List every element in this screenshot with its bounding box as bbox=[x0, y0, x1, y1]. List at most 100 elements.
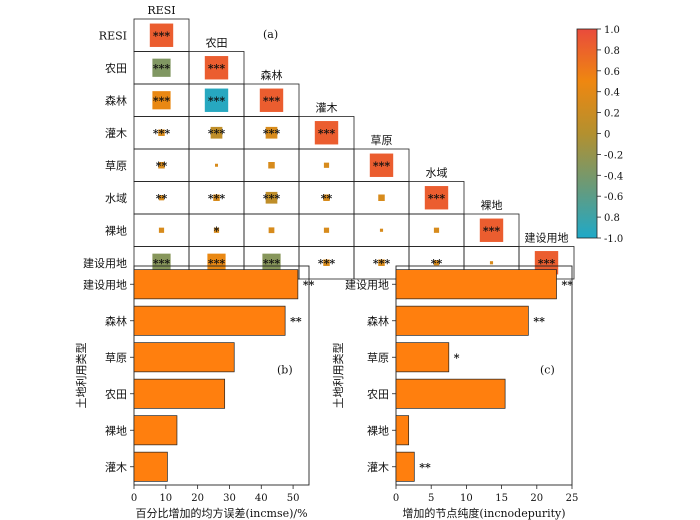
bar bbox=[133, 451, 168, 482]
y-tick-label: 裸地 bbox=[105, 423, 127, 437]
heatmap-col-label: 草原 bbox=[371, 134, 393, 147]
heatmap-cell-square bbox=[149, 23, 174, 47]
heatmap-cell-square bbox=[207, 253, 226, 272]
bar bbox=[395, 269, 557, 300]
y-axis-label: 土地利用类型 bbox=[331, 343, 345, 409]
y-axis-label: 土地利用类型 bbox=[74, 343, 88, 409]
significance-marker: * bbox=[454, 351, 460, 364]
bar bbox=[395, 415, 410, 446]
y-tick-label: 灌木 bbox=[367, 461, 389, 474]
colorbar-bar bbox=[576, 28, 598, 239]
heatmap-row-label: 农田 bbox=[105, 61, 127, 75]
heatmap-cell-square bbox=[424, 186, 449, 210]
significance-marker: *** bbox=[263, 127, 281, 140]
heatmap-cell-square bbox=[158, 162, 165, 169]
x-tick-label: 15 bbox=[495, 493, 508, 504]
colorbar-tick-label: 0.8 bbox=[604, 46, 620, 57]
heatmap-cell-square bbox=[323, 194, 330, 201]
heatmap-row-label: RESI bbox=[99, 29, 127, 42]
colorbar-tick-label: 0.2 bbox=[604, 109, 620, 120]
bar bbox=[395, 305, 529, 336]
panel-label: (b) bbox=[277, 364, 293, 377]
significance-marker: ** bbox=[290, 315, 302, 328]
significance-marker: *** bbox=[153, 62, 171, 75]
heatmap-cell-square bbox=[158, 195, 165, 201]
significance-marker: *** bbox=[208, 257, 226, 270]
heatmap-cell-square bbox=[479, 218, 504, 242]
y-tick-label: 农田 bbox=[105, 387, 127, 401]
heatmap-cell-square bbox=[158, 227, 165, 233]
heatmap-cell-square bbox=[433, 227, 440, 233]
significance-marker: ** bbox=[303, 278, 315, 291]
significance-marker: *** bbox=[538, 257, 556, 270]
x-axis-label: 百分比增加的均方误差(incmse)/% bbox=[135, 506, 307, 520]
significance-marker: *** bbox=[263, 94, 281, 107]
x-tick-label: 25 bbox=[566, 493, 579, 504]
heatmap-cell-square bbox=[213, 227, 220, 233]
heatmap-cell-square bbox=[268, 227, 275, 234]
heatmap-cell-square bbox=[489, 261, 494, 265]
significance-marker: *** bbox=[483, 224, 501, 237]
significance-marker: ** bbox=[419, 461, 431, 474]
significance-marker: *** bbox=[373, 159, 391, 172]
colorbar-tick-label: 0.6 bbox=[604, 67, 620, 78]
colorbar-tick-label: -0.4 bbox=[604, 171, 623, 182]
colorbar-tick-label: -0.2 bbox=[604, 150, 623, 161]
heatmap-cell-square bbox=[433, 260, 440, 266]
significance-marker: *** bbox=[208, 94, 226, 107]
x-axis-label: 增加的节点纯度(incnodepurity) bbox=[402, 506, 565, 520]
heatmap-cell-square bbox=[152, 253, 171, 272]
x-tick-label: 40 bbox=[255, 493, 268, 504]
y-tick-label: 裸地 bbox=[367, 423, 389, 437]
significance-marker: *** bbox=[208, 192, 226, 205]
heatmap-cell-square bbox=[268, 162, 275, 169]
bar bbox=[133, 378, 226, 409]
heatmap-cell-square bbox=[265, 126, 278, 139]
colorbar-tick-label: -1.0 bbox=[604, 234, 623, 245]
significance-marker: *** bbox=[153, 29, 171, 42]
significance-marker: ** bbox=[562, 278, 574, 291]
heatmap-col-label: 水域 bbox=[426, 167, 448, 180]
significance-marker: *** bbox=[263, 257, 281, 270]
significance-marker: ** bbox=[156, 159, 168, 172]
heatmap-col-label: 裸地 bbox=[481, 198, 503, 212]
x-tick-label: 10 bbox=[159, 493, 172, 504]
heatmap-cell-square bbox=[323, 259, 330, 266]
heatmap-col-label: RESI bbox=[147, 4, 175, 17]
significance-marker: *** bbox=[428, 192, 446, 205]
x-tick-label: 50 bbox=[287, 493, 300, 504]
heatmap-row-label: 灌木 bbox=[105, 127, 127, 140]
significance-marker: ** bbox=[533, 315, 545, 328]
heatmap-cell-square bbox=[259, 88, 284, 112]
bar bbox=[133, 415, 178, 446]
heatmap-row-label: 建设用地 bbox=[83, 256, 127, 270]
correlation-heatmap: (a)RESI农田森林灌木草原水域裸地建设用地RESI农田森林灌木草原水域裸地建… bbox=[83, 4, 575, 280]
colorbar-tick-label: 0.8 bbox=[604, 213, 620, 224]
y-tick-label: 农田 bbox=[367, 387, 389, 401]
x-tick-label: 0 bbox=[393, 493, 399, 504]
heatmap-cell-square bbox=[378, 194, 385, 201]
significance-marker: ** bbox=[321, 192, 333, 205]
colorbar: 1.0 0.8 0.6 0.4 0.2 0 -0.2 -0.4 -0.6 0.8 -1.0 bbox=[576, 25, 623, 245]
bar bbox=[395, 378, 506, 409]
colorbar-tick-label: 1.0 bbox=[604, 25, 620, 36]
heatmap-col-label: 灌木 bbox=[316, 102, 338, 115]
heatmap-cell-square bbox=[262, 253, 281, 272]
heatmap-cell-square bbox=[378, 259, 385, 266]
y-tick-label: 草原 bbox=[105, 351, 127, 364]
heatmap-cell-square bbox=[323, 162, 330, 168]
heatmap-cell-square bbox=[323, 227, 330, 233]
x-tick-label: 5 bbox=[428, 493, 434, 504]
significance-marker: *** bbox=[318, 257, 336, 270]
significance-marker: *** bbox=[208, 62, 226, 75]
heatmap-cell-square bbox=[152, 91, 171, 110]
x-tick-label: 10 bbox=[460, 493, 473, 504]
heatmap-cell-square bbox=[204, 88, 229, 112]
y-tick-label: 草原 bbox=[367, 351, 389, 364]
x-tick-label: 20 bbox=[191, 493, 204, 504]
heatmap-col-label: 建设用地 bbox=[525, 231, 569, 245]
significance-marker: *** bbox=[373, 257, 391, 270]
x-tick-label: 30 bbox=[223, 493, 236, 504]
